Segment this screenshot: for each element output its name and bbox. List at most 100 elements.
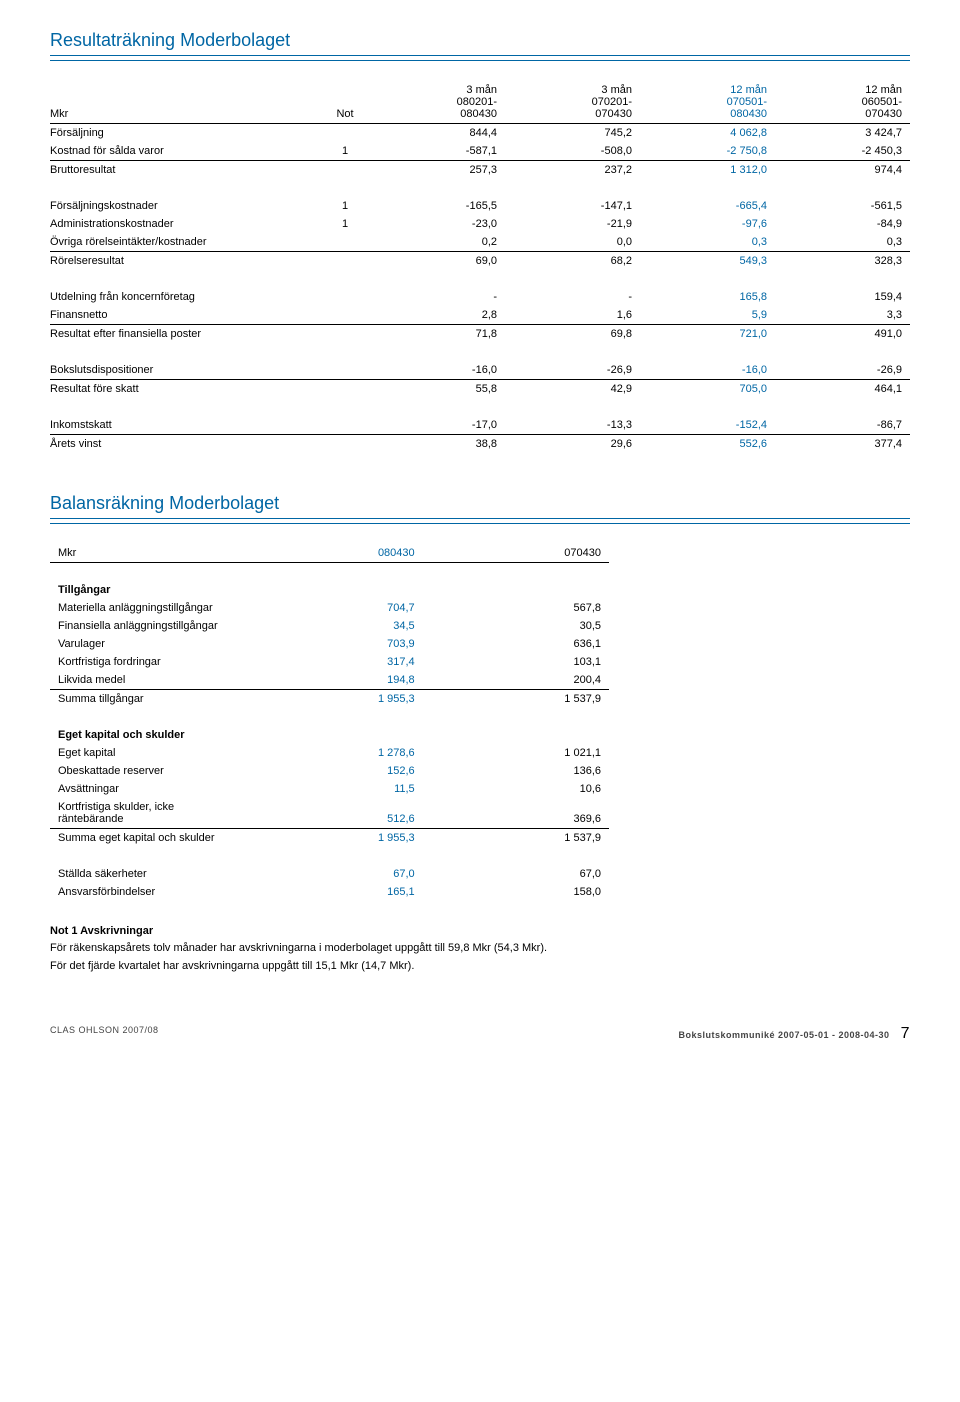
cell-value: 1 021,1 bbox=[423, 744, 609, 762]
table-row: Försäljning844,4745,24 062,83 424,7 bbox=[50, 124, 910, 143]
cell-value: 567,8 bbox=[423, 599, 609, 617]
table-row: Eget kapital1 278,61 021,1 bbox=[50, 744, 609, 762]
cell-value: 0,0 bbox=[505, 233, 640, 252]
cell-value: 369,6 bbox=[423, 798, 609, 829]
cell-value: 721,0 bbox=[640, 325, 775, 344]
table-row: Varulager703,9636,1 bbox=[50, 635, 609, 653]
cell-value: 34,5 bbox=[236, 617, 422, 635]
bs-col-mkr: Mkr bbox=[50, 544, 236, 563]
row-label: Ställda säkerheter bbox=[50, 865, 236, 883]
cell-value: 194,8 bbox=[236, 671, 422, 690]
page-number: 7 bbox=[901, 1025, 910, 1042]
row-label: Avsättningar bbox=[50, 780, 236, 798]
group-heading: Tillgångar bbox=[50, 581, 236, 599]
table-row: Övriga rörelseintäkter/kostnader 0,20,0 0,… bbox=[50, 233, 910, 252]
row-label: Kortfristiga fordringar bbox=[50, 653, 236, 671]
cell-value: 10,6 bbox=[423, 780, 609, 798]
cell-value: 1,6 bbox=[505, 306, 640, 325]
table-row: Kortfristiga skulder, icke räntebärande5… bbox=[50, 798, 609, 829]
row-label: Administrationskostnader bbox=[50, 215, 320, 233]
col-period-2: 3 mån070201-070430 bbox=[505, 81, 640, 124]
row-note bbox=[320, 306, 370, 325]
cell-value: -152,4 bbox=[640, 416, 775, 435]
col-period-3: 12 mån070501-080430 bbox=[640, 81, 775, 124]
table-row: Årets vinst38,829,6552,6377,4 bbox=[50, 435, 910, 454]
cell-value: 0,3 bbox=[775, 233, 910, 252]
cell-value: 328,3 bbox=[775, 252, 910, 271]
table-row: Obeskattade reserver152,6136,6 bbox=[50, 762, 609, 780]
group-heading-row: Tillgångar bbox=[50, 581, 609, 599]
cell-value: 136,6 bbox=[423, 762, 609, 780]
table-row bbox=[50, 179, 910, 197]
row-label: Försäljningskostnader bbox=[50, 197, 320, 215]
cell-value: 11,5 bbox=[236, 780, 422, 798]
title-rule bbox=[50, 60, 910, 61]
row-note bbox=[320, 124, 370, 143]
row-label: Eget kapital bbox=[50, 744, 236, 762]
cell-value: -561,5 bbox=[775, 197, 910, 215]
cell-value: 71,8 bbox=[370, 325, 505, 344]
row-note: 1 bbox=[320, 142, 370, 161]
cell-value: -587,1 bbox=[370, 142, 505, 161]
cell-value: 237,2 bbox=[505, 161, 640, 180]
cell-value: -84,9 bbox=[775, 215, 910, 233]
cell-value: 704,7 bbox=[236, 599, 422, 617]
note-1: Not 1 Avskrivningar För räkenskapsårets … bbox=[50, 923, 910, 976]
cell-value: 2,8 bbox=[370, 306, 505, 325]
note-line: För det fjärde kvartalet har avskrivning… bbox=[50, 958, 910, 976]
cell-value: 552,6 bbox=[640, 435, 775, 454]
table-row: Administrationskostnader1-23,0-21,9-97,6… bbox=[50, 215, 910, 233]
row-label: Resultat före skatt bbox=[50, 380, 320, 399]
cell-value: 4 062,8 bbox=[640, 124, 775, 143]
footer-right: Bokslutskommuniké 2007-05-01 - 2008-04-3… bbox=[678, 1030, 889, 1040]
cell-value: 38,8 bbox=[370, 435, 505, 454]
cell-value: 844,4 bbox=[370, 124, 505, 143]
bs-col-2: 070430 bbox=[423, 544, 609, 563]
row-label: Inkomstskatt bbox=[50, 416, 320, 435]
income-statement-title: Resultaträkning Moderbolaget bbox=[50, 30, 910, 56]
table-row: Resultat efter finansiella poster71,869,… bbox=[50, 325, 910, 344]
row-label: Varulager bbox=[50, 635, 236, 653]
table-row: Ställda säkerheter67,067,0 bbox=[50, 865, 609, 883]
cell-value: 745,2 bbox=[505, 124, 640, 143]
table-row: Summa eget kapital och skulder1 955,31 5… bbox=[50, 828, 609, 847]
table-row: Utdelning från koncernföretag--165,8159,… bbox=[50, 288, 910, 306]
table-row: Avsättningar11,510,6 bbox=[50, 780, 609, 798]
table-row: Finansnetto2,81,65,93,3 bbox=[50, 306, 910, 325]
cell-value: 1 312,0 bbox=[640, 161, 775, 180]
row-note bbox=[320, 361, 370, 380]
row-label: Övriga rörelseintäkter/kostnader bbox=[50, 233, 320, 252]
cell-value: -26,9 bbox=[775, 361, 910, 380]
cell-value: 0,2 bbox=[370, 233, 505, 252]
footer-left: CLAS OHLSON 2007/08 bbox=[50, 1025, 159, 1043]
cell-value: 165,1 bbox=[236, 883, 422, 901]
note-line: För räkenskapsårets tolv månader har avs… bbox=[50, 940, 910, 958]
cell-value: 158,0 bbox=[423, 883, 609, 901]
cell-value: - bbox=[370, 288, 505, 306]
table-row bbox=[50, 270, 910, 288]
cell-value: -2 750,8 bbox=[640, 142, 775, 161]
cell-value: 3 424,7 bbox=[775, 124, 910, 143]
table-row: Summa tillgångar1 955,31 537,9 bbox=[50, 689, 609, 708]
row-note bbox=[320, 416, 370, 435]
row-label: Resultat efter finansiella poster bbox=[50, 325, 320, 344]
cell-value: 68,2 bbox=[505, 252, 640, 271]
row-label: Bruttoresultat bbox=[50, 161, 320, 180]
row-note: 1 bbox=[320, 215, 370, 233]
cell-value: 42,9 bbox=[505, 380, 640, 399]
col-mkr: Mkr bbox=[50, 81, 320, 124]
row-note bbox=[320, 233, 370, 252]
table-row: Inkomstskatt-17,0-13,3-152,4-86,7 bbox=[50, 416, 910, 435]
cell-value: 165,8 bbox=[640, 288, 775, 306]
cell-value: -23,0 bbox=[370, 215, 505, 233]
bs-col-1: 080430 bbox=[236, 544, 422, 563]
row-note bbox=[320, 161, 370, 180]
page-footer: CLAS OHLSON 2007/08 Bokslutskommuniké 20… bbox=[50, 1025, 910, 1043]
cell-value: 491,0 bbox=[775, 325, 910, 344]
table-row: Kortfristiga fordringar317,4103,1 bbox=[50, 653, 609, 671]
table-row: Resultat före skatt55,842,9705,0464,1 bbox=[50, 380, 910, 399]
cell-value: 30,5 bbox=[423, 617, 609, 635]
cell-value: 67,0 bbox=[236, 865, 422, 883]
row-label: Ansvarsförbindelser bbox=[50, 883, 236, 901]
cell-value: 103,1 bbox=[423, 653, 609, 671]
